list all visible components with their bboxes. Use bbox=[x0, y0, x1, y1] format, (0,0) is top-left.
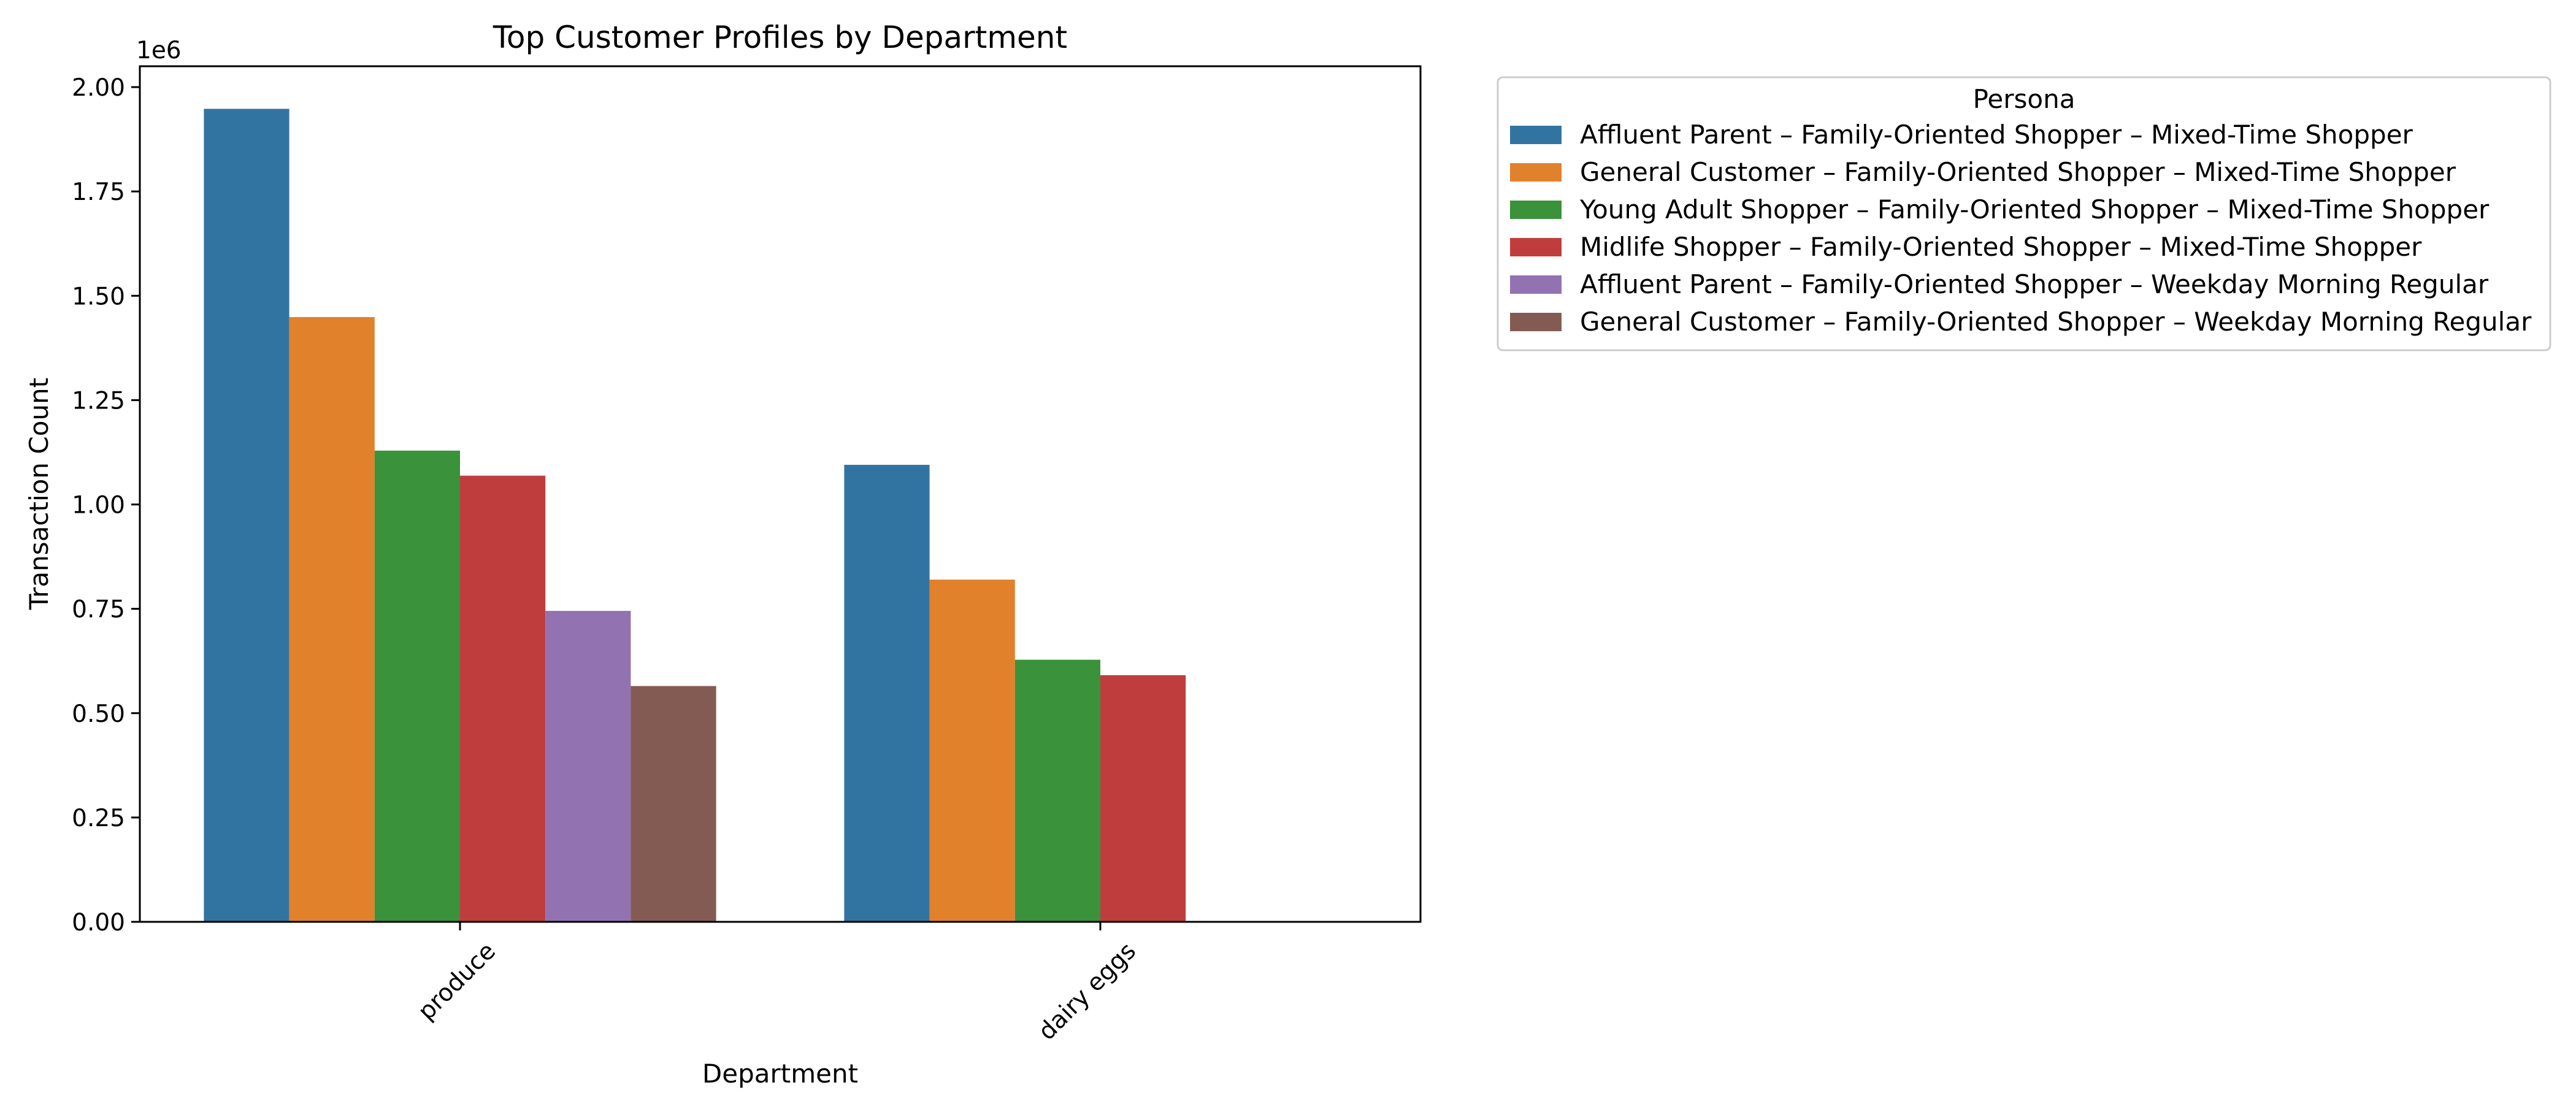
bar bbox=[545, 611, 631, 922]
legend-frame bbox=[1497, 76, 2551, 351]
y-tick-label: 0.00 bbox=[72, 909, 125, 937]
y-tick-label: 1.75 bbox=[72, 178, 125, 206]
legend-label: General Customer – Family-Oriented Shopp… bbox=[1580, 157, 2456, 187]
bar bbox=[374, 450, 460, 922]
legend-label: Young Adult Shopper – Family-Oriented Sh… bbox=[1579, 194, 2490, 224]
legend-swatch bbox=[1510, 313, 1562, 331]
bar bbox=[204, 109, 289, 922]
bar bbox=[929, 580, 1015, 922]
x-tick-label: dairy eggs bbox=[1033, 937, 1141, 1046]
legend-swatch bbox=[1510, 201, 1562, 219]
legend: Persona Affluent Parent – Family-Oriente… bbox=[1497, 76, 2551, 351]
y-axis: 0.00 0.25 0.50 0.75 1.00 1.25 1.50 1.75 2.00 bbox=[72, 74, 140, 937]
legend-label: Midlife Shopper – Family-Oriented Shoppe… bbox=[1580, 232, 2422, 262]
x-tick-label: produce bbox=[413, 937, 501, 1025]
y-tick-label: 1.25 bbox=[72, 387, 125, 415]
y-tick-label: 0.75 bbox=[72, 596, 125, 624]
y-tick-label: 1.50 bbox=[72, 283, 125, 310]
legend-swatch bbox=[1510, 126, 1562, 144]
legend-swatch bbox=[1510, 275, 1562, 294]
plot-frame bbox=[139, 65, 1422, 923]
bar bbox=[460, 475, 546, 922]
legend-swatch bbox=[1510, 238, 1562, 256]
x-axis-title: Department bbox=[702, 1059, 858, 1089]
bar bbox=[631, 686, 716, 922]
chart-title: Top Customer Profiles by Department bbox=[493, 20, 1067, 55]
bar bbox=[1014, 659, 1100, 922]
legend-swatch bbox=[1510, 163, 1562, 182]
y-tick-label: 0.50 bbox=[72, 700, 125, 728]
y-tick-label: 0.25 bbox=[72, 805, 125, 832]
y-offset-label: 1e6 bbox=[136, 37, 182, 64]
legend-items: Affluent Parent – Family-Oriented Shoppe… bbox=[1510, 120, 2532, 337]
legend-label: General Customer – Family-Oriented Shopp… bbox=[1580, 307, 2532, 337]
y-axis-title: Transaction Count bbox=[24, 378, 54, 610]
bar bbox=[844, 464, 930, 922]
bar bbox=[1100, 675, 1186, 922]
legend-title: Persona bbox=[1973, 84, 2076, 114]
bar bbox=[289, 316, 375, 922]
legend-label: Affluent Parent – Family-Oriented Shoppe… bbox=[1580, 120, 2413, 150]
legend-label: Affluent Parent – Family-Oriented Shoppe… bbox=[1580, 269, 2489, 299]
x-axis: produce dairy eggs bbox=[413, 922, 1141, 1046]
bars bbox=[204, 109, 1186, 922]
y-tick-label: 1.00 bbox=[72, 492, 125, 519]
y-tick-label: 2.00 bbox=[72, 74, 125, 102]
